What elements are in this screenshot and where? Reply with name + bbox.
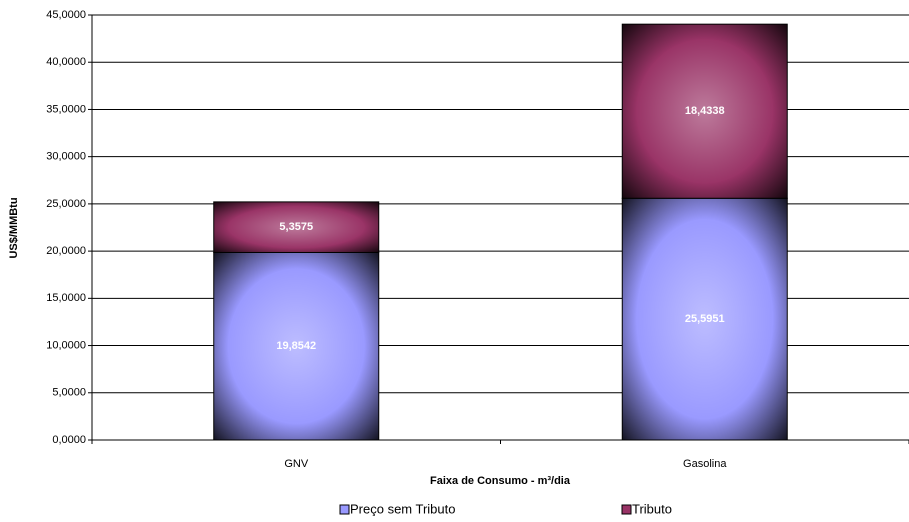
legend-swatch — [339, 504, 350, 515]
legend-label: Preço sem Tributo — [350, 501, 456, 516]
data-label: 5,3575 — [279, 221, 313, 233]
x-axis-title: Faixa de Consumo - m³/dia — [430, 475, 571, 487]
y-tick-label: 40,0000 — [46, 56, 86, 68]
y-tick-label: 0,0000 — [52, 434, 86, 446]
data-label: 19,8542 — [276, 340, 316, 352]
data-label: 18,4338 — [685, 105, 725, 117]
y-axis-title: US$/MMBtu — [8, 197, 20, 258]
y-tick-label: 25,0000 — [46, 198, 86, 210]
y-tick-label: 35,0000 — [46, 103, 86, 115]
y-tick-label: 30,0000 — [46, 151, 86, 163]
y-tick-label: 15,0000 — [46, 292, 86, 304]
legend-swatch — [621, 504, 632, 515]
x-tick-label: GNV — [284, 458, 309, 470]
y-tick-label: 20,0000 — [46, 245, 86, 257]
y-tick-label: 10,0000 — [46, 339, 86, 351]
data-label: 25,5951 — [685, 313, 725, 325]
y-tick-label: 5,0000 — [52, 387, 86, 399]
x-tick-label: Gasolina — [683, 458, 727, 470]
legend-label: Tributo — [632, 501, 672, 516]
y-tick-label: 45,0000 — [46, 9, 86, 21]
